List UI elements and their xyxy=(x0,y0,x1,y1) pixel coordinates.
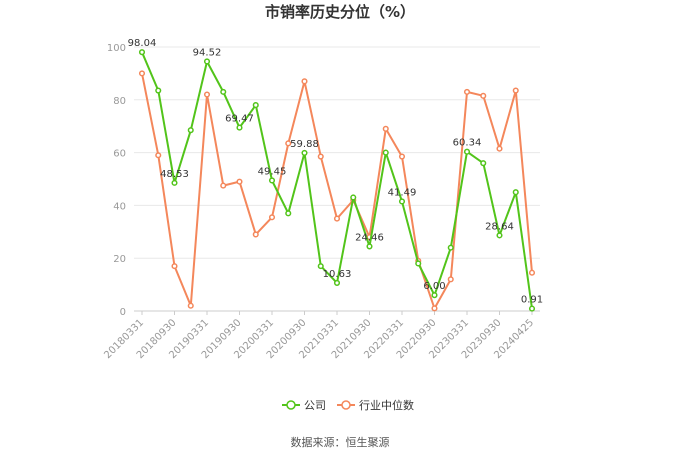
data-point xyxy=(415,260,422,267)
y-tick-label: 80 xyxy=(113,96,126,107)
data-point xyxy=(512,87,519,94)
data-point xyxy=(171,263,178,270)
data-point xyxy=(252,102,259,109)
y-tick-label: 40 xyxy=(113,201,126,212)
data-point xyxy=(220,182,227,189)
data-label: 28.64 xyxy=(485,221,514,232)
data-point xyxy=(203,58,211,65)
data-label: 41.49 xyxy=(388,187,417,198)
source-text: 数据来源：恒生聚源 xyxy=(291,435,390,449)
data-point xyxy=(447,244,454,251)
data-point xyxy=(317,263,324,270)
data-point xyxy=(138,49,146,56)
data-point xyxy=(463,88,471,95)
data-point xyxy=(301,149,308,156)
legend-label[interactable]: 公司 xyxy=(304,399,326,412)
legend-label[interactable]: 行业中位数 xyxy=(359,398,414,412)
data-point xyxy=(236,178,243,185)
axes: 0204060801002018033120180930201903312019… xyxy=(102,43,540,361)
data-point xyxy=(155,152,162,159)
data-point xyxy=(220,88,227,95)
data-label: 48.53 xyxy=(160,169,189,180)
data-label: 6.00 xyxy=(423,281,445,292)
data-point xyxy=(431,292,438,299)
data-point xyxy=(480,160,487,167)
data-point xyxy=(398,198,406,205)
data-point xyxy=(203,91,211,98)
legend-marker xyxy=(341,400,351,410)
data-point xyxy=(463,148,471,155)
data-point xyxy=(431,305,438,312)
data-label: 98.04 xyxy=(128,38,157,49)
data-label: 49.45 xyxy=(258,166,287,177)
data-point xyxy=(496,232,503,239)
data-point xyxy=(268,177,276,184)
data-point xyxy=(528,269,536,276)
data-point xyxy=(285,140,292,147)
chart-title: 市销率历史分位（%） xyxy=(265,3,415,21)
data-label: 60.34 xyxy=(453,138,482,149)
y-tick-label: 0 xyxy=(120,307,126,318)
data-point xyxy=(138,70,146,77)
y-tick-label: 100 xyxy=(107,43,126,54)
data-point xyxy=(333,215,341,222)
data-point xyxy=(333,279,341,286)
data-point xyxy=(350,194,357,201)
series-layer xyxy=(138,49,536,312)
data-point xyxy=(155,87,162,94)
data-point xyxy=(268,214,276,221)
data-point xyxy=(528,305,536,312)
data-point xyxy=(187,127,194,134)
data-labels: 98.04 48.53 94.52 69.47 49.45 59.88 10.63 24.46… xyxy=(128,38,543,305)
data-point xyxy=(285,210,292,217)
data-point xyxy=(171,179,178,186)
y-tick-label: 20 xyxy=(113,254,126,265)
y-tick-label: 60 xyxy=(113,149,126,160)
data-point xyxy=(236,124,243,131)
legend-marker xyxy=(286,400,296,410)
data-point xyxy=(187,302,194,309)
data-point xyxy=(496,145,503,152)
data-label: 10.63 xyxy=(323,269,352,280)
data-label: 69.47 xyxy=(225,114,254,125)
data-label: 59.88 xyxy=(290,139,319,150)
data-point xyxy=(447,276,454,283)
data-label: 0.91 xyxy=(521,295,543,306)
data-point xyxy=(512,189,519,196)
data-point xyxy=(317,153,324,160)
data-point xyxy=(398,153,406,160)
data-label: 94.52 xyxy=(193,47,222,58)
legend: 公司 行业中位数 xyxy=(282,398,414,412)
data-point xyxy=(366,243,373,250)
data-point xyxy=(382,149,389,156)
data-point xyxy=(301,78,308,85)
data-point xyxy=(382,125,389,132)
data-point xyxy=(480,92,487,99)
data-label: 24.46 xyxy=(355,232,384,243)
data-point xyxy=(252,231,259,238)
